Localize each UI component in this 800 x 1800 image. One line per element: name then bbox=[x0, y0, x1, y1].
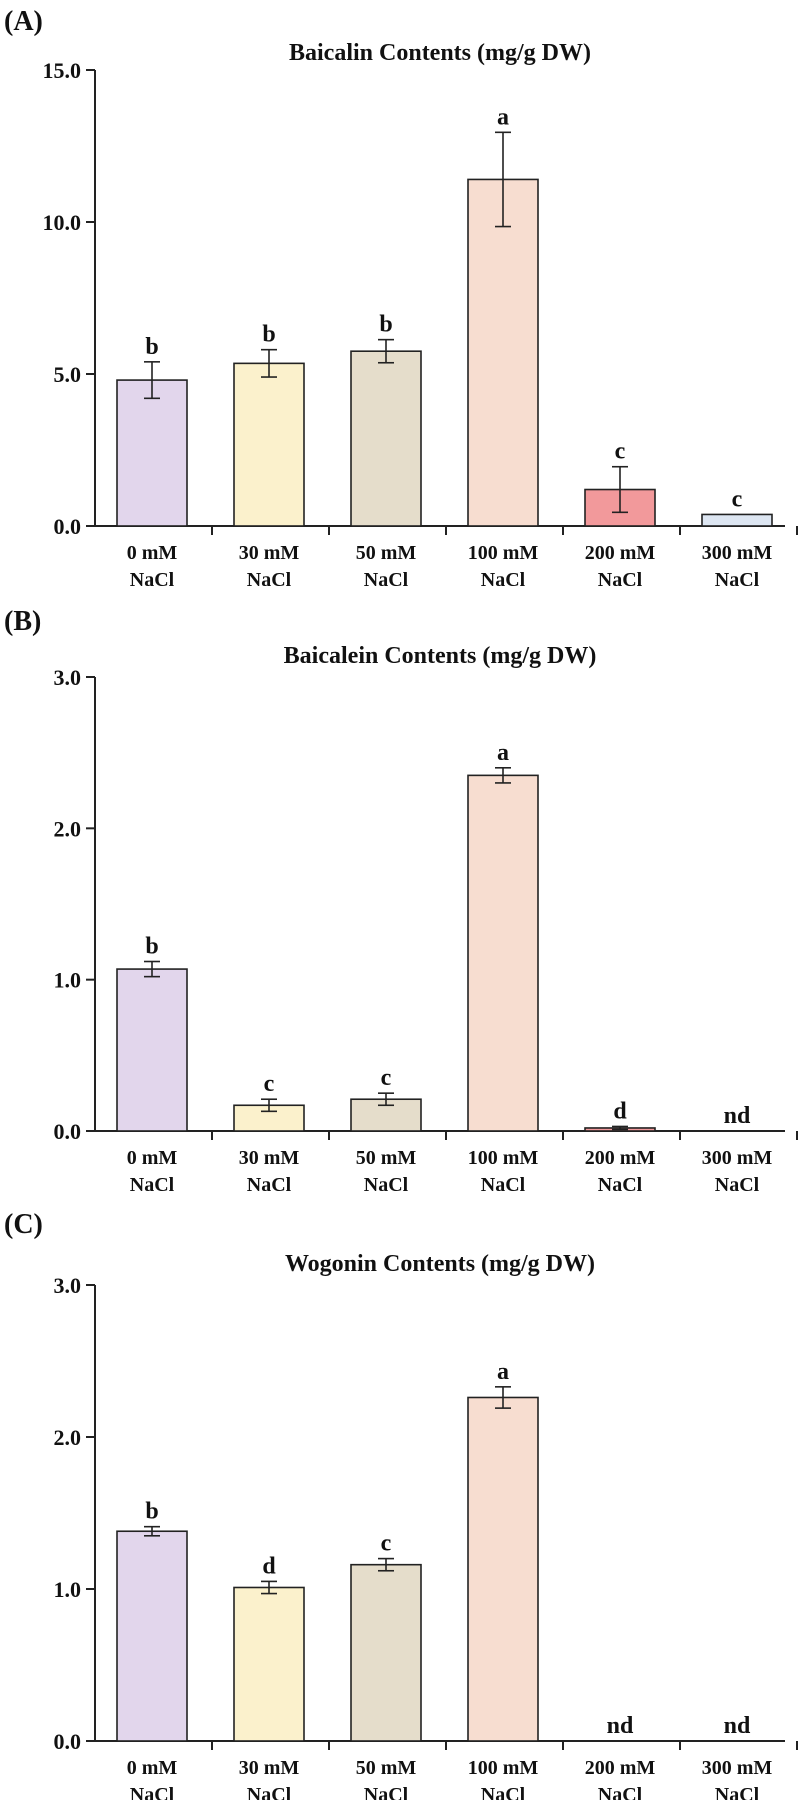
category-label: 300 mM bbox=[702, 1757, 773, 1779]
category-label-unit: NaCl bbox=[481, 569, 526, 591]
panel-label: (B) bbox=[4, 606, 41, 637]
significance-label: nd bbox=[724, 1713, 751, 1739]
y-tick-label: 0.0 bbox=[54, 1729, 82, 1754]
y-tick-label: 5.0 bbox=[54, 362, 82, 387]
category-label-unit: NaCl bbox=[247, 569, 292, 591]
chart-panel-b: (B) Baicalein Contents (mg/g DW) 0.0 1.0 2.0… bbox=[4, 606, 797, 1196]
y-tick-label: 0.0 bbox=[54, 1119, 82, 1144]
chart-panel-a: (A) Baicalin Contents (mg/g DW) 0.0 5.0 10.0… bbox=[4, 6, 797, 591]
panel-label: (C) bbox=[4, 1209, 43, 1240]
chart-title: Baicalein Contents (mg/g DW) bbox=[284, 643, 597, 669]
category-label-unit: NaCl bbox=[130, 1174, 175, 1196]
y-tick-label: 3.0 bbox=[54, 1273, 82, 1298]
significance-label: a bbox=[497, 1359, 509, 1385]
bar bbox=[702, 514, 772, 526]
significance-label: b bbox=[145, 1499, 158, 1525]
category-label: 300 mM bbox=[702, 542, 773, 564]
significance-label: c bbox=[615, 439, 626, 465]
y-tick-label: 1.0 bbox=[54, 968, 82, 993]
category-label-unit: NaCl bbox=[247, 1174, 292, 1196]
bar bbox=[117, 969, 187, 1131]
category-label: 100 mM bbox=[468, 1757, 539, 1779]
category-label-unit: NaCl bbox=[598, 1784, 643, 1800]
y-tick-label: 3.0 bbox=[54, 665, 82, 690]
category-label-unit: NaCl bbox=[715, 1174, 760, 1196]
bar bbox=[117, 380, 187, 526]
y-tick-label: 2.0 bbox=[54, 1425, 82, 1450]
y-tick-label: 10.0 bbox=[43, 210, 82, 235]
category-label: 30 mM bbox=[239, 1757, 300, 1779]
significance-label: b bbox=[379, 312, 392, 338]
significance-label: nd bbox=[607, 1713, 634, 1739]
bar bbox=[468, 775, 538, 1131]
category-label: 100 mM bbox=[468, 1147, 539, 1169]
category-label: 30 mM bbox=[239, 1147, 300, 1169]
significance-label: nd bbox=[724, 1103, 751, 1129]
category-label: 200 mM bbox=[585, 1757, 656, 1779]
category-label: 100 mM bbox=[468, 542, 539, 564]
category-label-unit: NaCl bbox=[364, 569, 409, 591]
category-label-unit: NaCl bbox=[598, 1174, 643, 1196]
category-label-unit: NaCl bbox=[715, 569, 760, 591]
significance-label: d bbox=[262, 1553, 276, 1579]
bar bbox=[468, 179, 538, 526]
bar bbox=[468, 1397, 538, 1741]
significance-label: b bbox=[262, 322, 275, 348]
chart-panel-c: (C) Wogonin Contents (mg/g DW) 0.0 1.0 2.0 3.… bbox=[4, 1209, 797, 1800]
category-label-unit: NaCl bbox=[130, 1784, 175, 1800]
category-label: 300 mM bbox=[702, 1147, 773, 1169]
category-label: 200 mM bbox=[585, 1147, 656, 1169]
category-label: 0 mM bbox=[127, 542, 178, 564]
significance-label: a bbox=[497, 104, 509, 130]
bar bbox=[234, 1587, 304, 1741]
significance-label: a bbox=[497, 740, 509, 766]
panel-label: (A) bbox=[4, 6, 43, 37]
y-tick-label: 0.0 bbox=[54, 514, 82, 539]
category-label: 0 mM bbox=[127, 1757, 178, 1779]
chart-title: Wogonin Contents (mg/g DW) bbox=[285, 1251, 595, 1277]
category-label: 50 mM bbox=[356, 1757, 417, 1779]
category-label: 30 mM bbox=[239, 542, 300, 564]
figure: (A) Baicalin Contents (mg/g DW) 0.0 5.0 10.0… bbox=[0, 0, 800, 1800]
category-label-unit: NaCl bbox=[598, 569, 643, 591]
bar bbox=[117, 1531, 187, 1741]
y-tick-label: 2.0 bbox=[54, 816, 82, 841]
significance-label: b bbox=[145, 334, 158, 360]
chart-title: Baicalin Contents (mg/g DW) bbox=[289, 40, 591, 66]
category-label-unit: NaCl bbox=[364, 1784, 409, 1800]
y-tick-label: 1.0 bbox=[54, 1577, 82, 1602]
significance-label: c bbox=[264, 1071, 275, 1097]
significance-label: c bbox=[381, 1531, 392, 1557]
category-label-unit: NaCl bbox=[364, 1174, 409, 1196]
category-label: 50 mM bbox=[356, 1147, 417, 1169]
y-tick-label: 15.0 bbox=[43, 58, 82, 83]
significance-label: c bbox=[381, 1065, 392, 1091]
significance-label: c bbox=[732, 486, 743, 512]
category-label: 0 mM bbox=[127, 1147, 178, 1169]
category-label-unit: NaCl bbox=[130, 569, 175, 591]
category-label-unit: NaCl bbox=[481, 1174, 526, 1196]
bar bbox=[234, 363, 304, 526]
category-label-unit: NaCl bbox=[247, 1784, 292, 1800]
bar bbox=[351, 351, 421, 526]
category-label: 50 mM bbox=[356, 542, 417, 564]
significance-label: b bbox=[145, 934, 158, 960]
category-label-unit: NaCl bbox=[481, 1784, 526, 1800]
significance-label: d bbox=[613, 1098, 627, 1124]
bar bbox=[351, 1565, 421, 1741]
category-label: 200 mM bbox=[585, 542, 656, 564]
category-label-unit: NaCl bbox=[715, 1784, 760, 1800]
